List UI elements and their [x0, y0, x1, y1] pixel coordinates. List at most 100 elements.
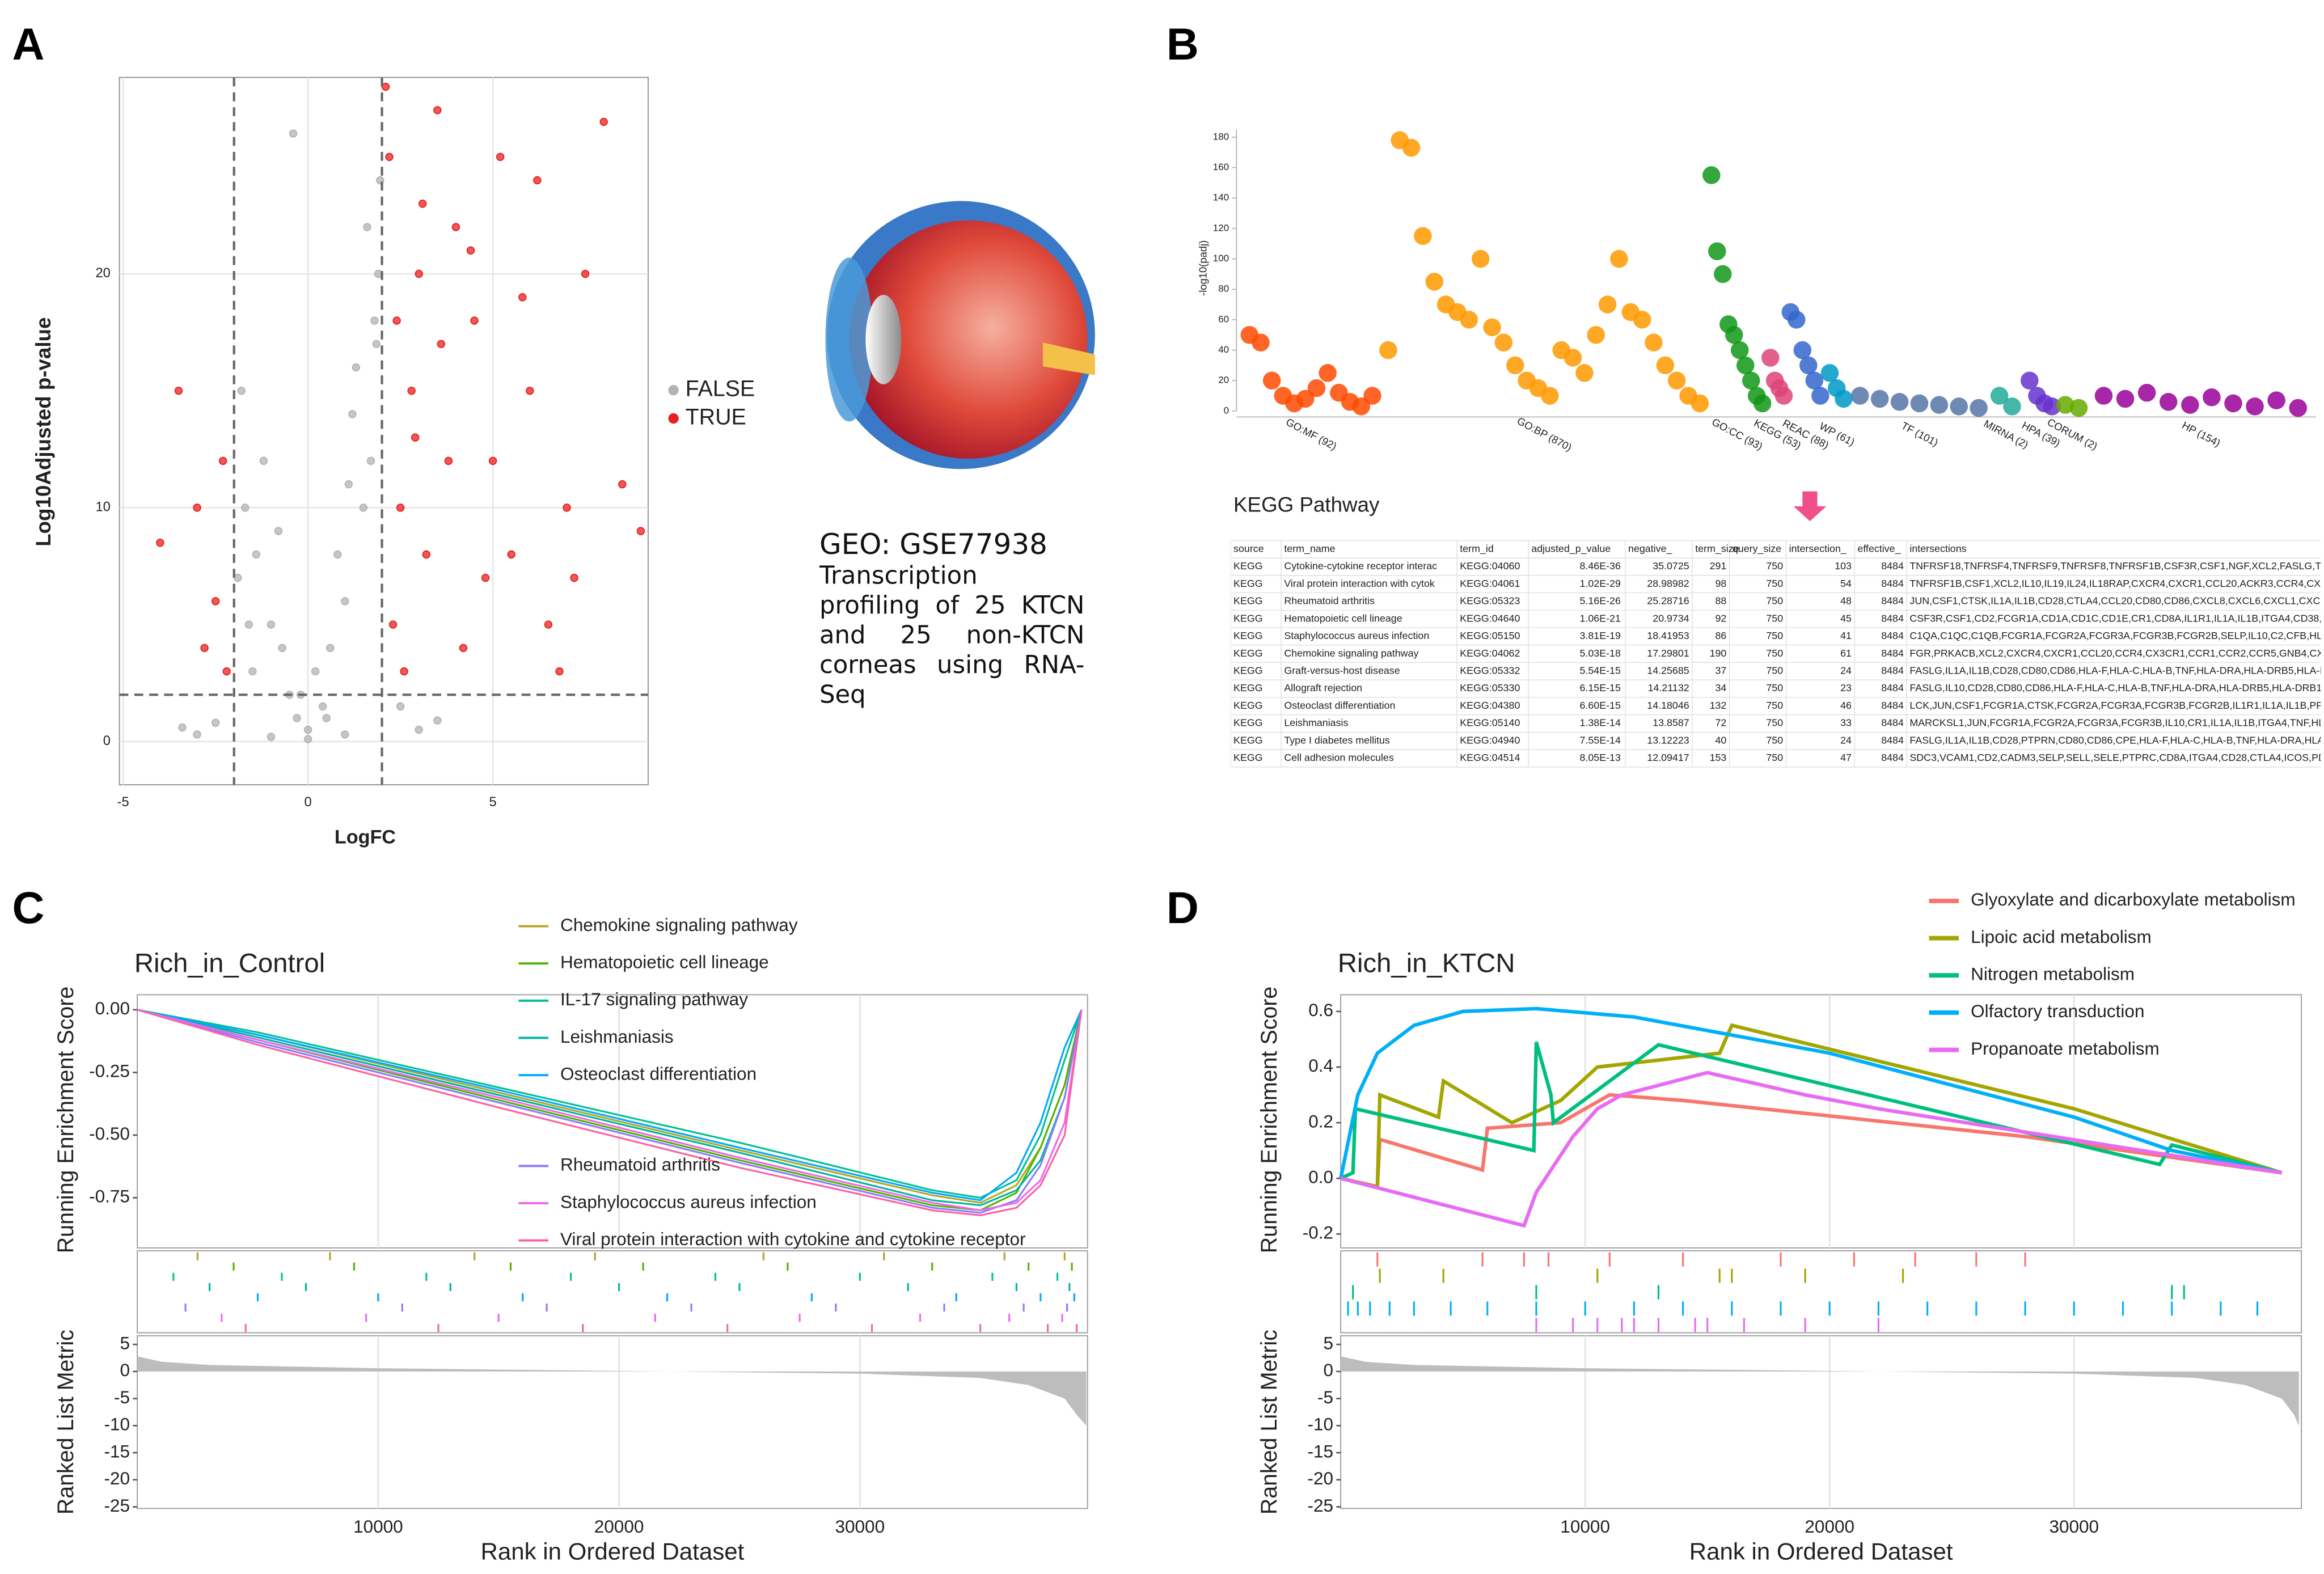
legend-label: Propanoate metabolism	[1971, 1038, 2160, 1059]
y-tick-label: -0.25	[89, 1061, 130, 1081]
y-tick-label: 80	[1218, 284, 1229, 294]
point	[156, 539, 164, 547]
table-cell: 8484	[1881, 648, 1904, 659]
y-tick-label: 0	[1224, 405, 1229, 416]
point	[1890, 393, 1909, 411]
y-tick-label: -0.2	[1303, 1222, 1333, 1243]
plot-area	[137, 1250, 1088, 1334]
table-cell: SDC3,VCAM1,CD2,CADM3,SELP,SELL,SELE,PTPR…	[1909, 752, 2324, 763]
cornea	[825, 257, 873, 422]
table-cell: KEGG	[1233, 734, 1263, 746]
table-cell: 103	[1835, 560, 1852, 572]
point	[1352, 397, 1371, 416]
table-cell: KEGG	[1233, 595, 1263, 607]
x-tick-label: 10000	[353, 1516, 403, 1537]
table-header: intersections	[1909, 543, 1966, 554]
table-cell: LCK,JUN,CSF1,FCGR1A,CTSK,FCGR2A,FCGR3A,F…	[1909, 700, 2324, 711]
table-cell: 17.29801	[1647, 648, 1689, 659]
point	[341, 730, 349, 739]
table-cell: 750	[1766, 630, 1783, 641]
table-cell: 7.55E-14	[1579, 734, 1620, 746]
point	[636, 527, 645, 535]
point	[1950, 397, 1968, 416]
optic-nerve	[1042, 342, 1095, 375]
table-cell: Graft-versus-host disease	[1284, 665, 1400, 676]
table-cell: 46	[1840, 700, 1852, 711]
point	[488, 456, 497, 466]
legend-label: Leishmaniasis	[560, 1026, 674, 1047]
x-axis-label: Rank in Ordered Dataset	[481, 1538, 745, 1564]
point	[388, 620, 398, 629]
chart-title: Rich_in_KTCN	[1338, 948, 1515, 978]
table-cell: 750	[1766, 717, 1783, 729]
point	[193, 730, 201, 739]
point	[1708, 242, 1726, 260]
table-cell: 48	[1840, 595, 1852, 607]
point	[1471, 249, 1490, 268]
y-tick-label: 180	[1213, 131, 1229, 142]
x-tick-label: TF (101)	[1899, 420, 1940, 449]
point	[303, 725, 312, 734]
table-cell: KEGG	[1233, 648, 1263, 659]
table-cell: 8484	[1881, 630, 1904, 641]
point	[222, 667, 231, 676]
legend-label: Olfactory transduction	[1971, 1001, 2144, 1021]
table-cell: 14.21132	[1648, 682, 1689, 693]
table-cell: KEGG	[1233, 612, 1263, 624]
eye-illustration	[825, 201, 1095, 469]
table-cell: KEGG	[1233, 578, 1263, 589]
point	[303, 735, 312, 743]
table-cell: Type I diabetes mellitus	[1284, 734, 1390, 746]
y-tick-label: 0	[1323, 1360, 1333, 1380]
table-cell: 8.46E-36	[1579, 560, 1620, 572]
y-tick-label: 5	[120, 1332, 130, 1353]
table-cell: 98	[1715, 578, 1727, 589]
y-tick-label: 40	[1218, 344, 1229, 355]
point	[178, 723, 187, 732]
legend-label: TRUE	[686, 404, 746, 429]
x-tick-label: 20000	[594, 1516, 644, 1537]
point	[415, 269, 423, 278]
point	[1990, 387, 2009, 405]
table-cell: C1QA,C1QC,C1QB,FCGR1A,FCGR2A,FCGR3A,FCGR…	[1909, 630, 2324, 641]
point	[2181, 396, 2199, 414]
table-cell: KEGG	[1233, 682, 1263, 693]
point	[370, 316, 379, 325]
x-tick-label: 30000	[835, 1516, 885, 1537]
point	[2159, 393, 2178, 411]
point	[544, 620, 553, 629]
legend-label: Glyoxylate and dicarboxylate metabolism	[1971, 889, 2296, 909]
point	[366, 456, 375, 466]
geo-text: GEO: GSE77938 Transcription profiling of…	[819, 528, 1084, 710]
point	[437, 340, 446, 348]
table-cell: Cell adhesion molecules	[1284, 752, 1393, 763]
point	[526, 386, 534, 395]
point	[318, 702, 327, 711]
point	[352, 363, 361, 372]
enrichment-line	[137, 1009, 1083, 1212]
y-tick-label: -5	[114, 1387, 130, 1407]
table-cell: FASLG,IL1A,IL1B,CD28,PTPRN,CD80,CD86,CPE…	[1909, 734, 2324, 746]
y-tick-label: -10	[104, 1414, 130, 1435]
legend-label: FALSE	[686, 376, 755, 401]
table-cell: 18.41953	[1647, 630, 1689, 641]
point	[1363, 387, 1381, 405]
table-cell: 86	[1715, 630, 1727, 641]
point	[1541, 387, 1559, 405]
point	[200, 644, 209, 653]
point	[1425, 273, 1444, 291]
table-cell: FASLG,IL10,CD28,CD80,CD86,HLA-F,HLA-C,HL…	[1909, 682, 2322, 693]
table-cell: 88	[1715, 595, 1727, 607]
point	[470, 316, 479, 325]
point	[396, 503, 405, 512]
table-cell: 41	[1840, 630, 1852, 641]
point	[374, 269, 383, 278]
point	[2267, 391, 2285, 409]
table-cell: 6.60E-15	[1579, 700, 1620, 711]
table-cell: 8484	[1881, 700, 1904, 711]
point	[570, 573, 578, 582]
y-tick-label: -15	[104, 1441, 130, 1461]
table-cell: Staphylococcus aureus infection	[1284, 630, 1429, 641]
